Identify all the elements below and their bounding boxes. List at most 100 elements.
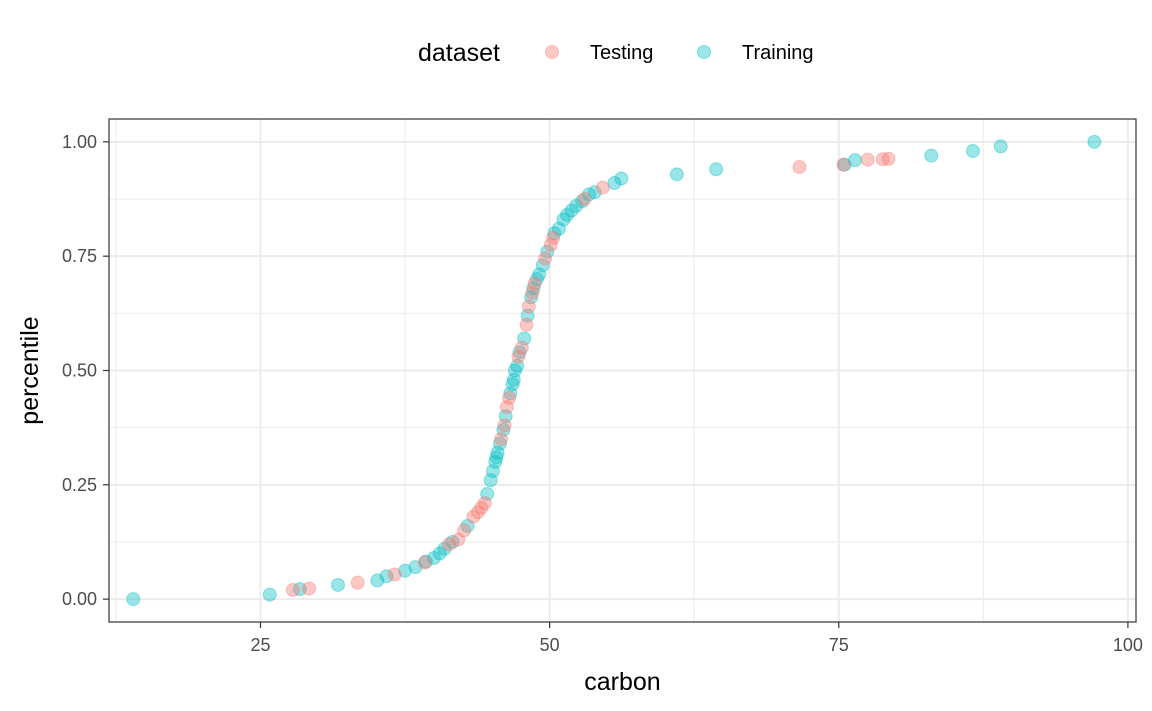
point-testing [350,575,365,590]
point-testing [881,151,896,166]
point-testing [521,299,536,314]
point-testing [477,496,492,511]
point-training [847,153,862,168]
point-testing [875,152,890,167]
point-testing [302,581,317,596]
point-testing [546,230,561,245]
point-testing [538,251,553,266]
point-training [262,587,277,602]
point-training [483,473,498,488]
point-testing [543,237,558,252]
point-training [965,144,980,159]
point-training [547,226,562,241]
point-training [559,208,574,223]
series-training [126,134,1102,607]
x-tick-label: 75 [829,635,849,655]
point-testing [836,157,851,172]
point-testing [457,523,472,538]
point-training [607,176,622,191]
point-testing [511,349,526,364]
point-training [418,554,433,569]
point-training [614,171,629,186]
series-testing [285,151,896,597]
point-testing [470,505,485,520]
y-tick-label: 0.00 [62,589,97,609]
point-training [517,331,532,346]
point-training [510,358,525,373]
point-training [924,148,939,163]
point-training [492,436,507,451]
point-training [587,185,602,200]
point-training [432,546,447,561]
point-testing [595,180,610,195]
point-training [480,486,495,501]
point-training [569,198,584,213]
point-training [535,258,550,273]
point-training [505,377,520,392]
point-testing [792,160,807,175]
point-testing [474,500,489,515]
point-training [524,290,539,305]
point-testing [514,340,529,355]
point-training [506,372,521,387]
legend-label-training: Training [742,42,814,64]
point-training [837,157,852,172]
point-training [575,194,590,209]
legend-key-training [697,45,711,59]
point-training [520,308,535,323]
point-training [460,518,475,533]
point-training [551,221,566,236]
point-training [330,577,345,592]
point-testing [494,432,509,447]
y-tick-label: 0.50 [62,361,97,381]
point-training [398,563,413,578]
point-training [489,450,504,465]
data-points [126,134,1102,607]
point-testing [417,555,432,570]
y-tick-label: 1.00 [62,132,97,152]
point-testing [499,400,514,415]
point-training [498,409,513,424]
point-testing [519,317,534,332]
point-training [529,272,544,287]
legend-label-testing: Testing [590,42,653,64]
major-gridlines [109,119,1136,622]
legend: dataset Testing Training [418,39,814,67]
point-training [408,560,423,575]
x-tick-label: 100 [1113,635,1143,655]
point-training [496,422,511,437]
point-testing [527,276,542,291]
point-training [540,244,555,259]
point-training [556,212,571,227]
point-training [126,592,141,607]
x-axis-title: carbon [584,668,660,696]
point-training [709,162,724,177]
point-testing [502,390,517,405]
y-axis-ticks: 0.00 0.25 0.50 0.75 1.00 [62,132,109,609]
point-training [993,139,1008,154]
point-testing [860,152,875,167]
point-testing [497,418,512,433]
point-training [581,187,596,202]
point-training [526,281,541,296]
point-training [379,569,394,584]
point-training [426,550,441,565]
point-training [507,363,522,378]
point-training [437,541,452,556]
point-training [564,203,579,218]
point-testing [466,509,481,524]
point-training [292,582,307,597]
point-training [1087,134,1102,149]
point-testing [387,567,402,582]
point-testing [577,192,592,207]
y-axis-title: percentile [16,316,44,424]
x-tick-label: 50 [540,635,560,655]
point-testing [442,537,457,552]
x-tick-label: 25 [250,635,270,655]
point-training [503,386,518,401]
point-training [485,464,500,479]
y-tick-label: 0.75 [62,246,97,266]
point-testing [285,582,300,597]
